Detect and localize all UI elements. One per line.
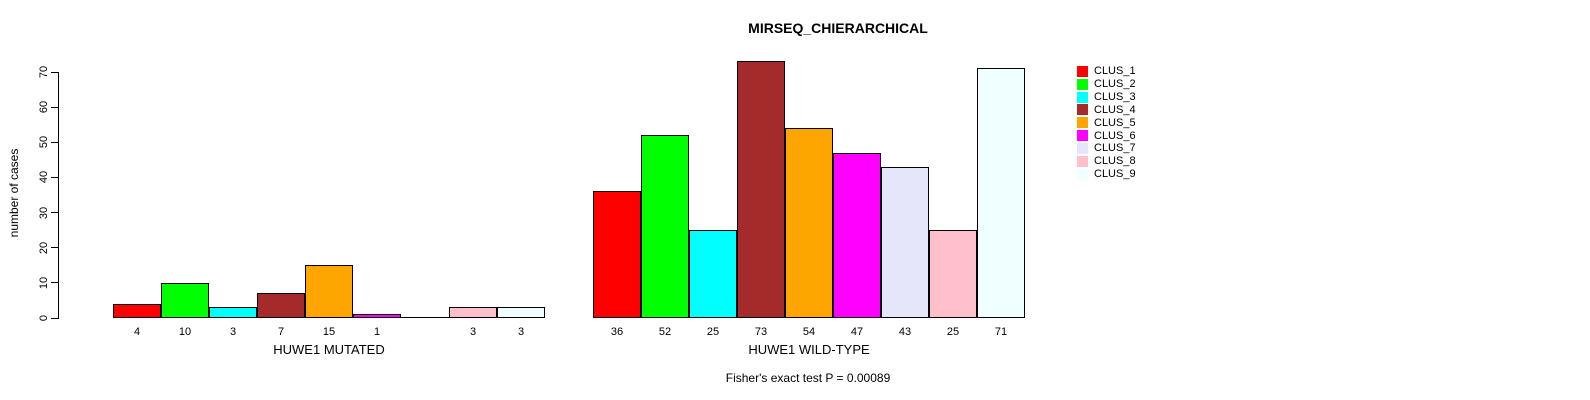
legend-swatch-icon: [1077, 155, 1088, 167]
bar-value-label-clus_9-mutated: 3: [517, 326, 525, 338]
y-axis-tick: [51, 212, 58, 213]
legend-item-label: CLUS_6: [1094, 129, 1136, 142]
bar-clus_2-wild-type: [641, 135, 689, 318]
bar-clus_9-wild-type: [977, 68, 1025, 318]
legend-swatch-icon: [1077, 142, 1088, 154]
bar-clus_5-mutated: [305, 265, 353, 318]
bar-value-label-clus_4-mutated: 7: [277, 326, 285, 338]
legend-item-clus_4: CLUS_4: [1077, 103, 1136, 116]
legend-item-label: CLUS_8: [1094, 155, 1136, 168]
legend-item-label: CLUS_1: [1094, 65, 1136, 78]
y-axis-tick-label: 20: [38, 241, 50, 255]
y-axis-tick-label: 40: [38, 170, 50, 184]
bar-value-label-clus_2-mutated: 10: [178, 326, 192, 338]
bar-clus_9-mutated: [497, 307, 545, 318]
y-axis-tick: [51, 318, 58, 319]
y-axis-line: [58, 72, 59, 319]
legend-item-clus_7: CLUS_7: [1077, 142, 1136, 155]
legend-item-clus_9: CLUS_9: [1077, 168, 1136, 181]
y-axis-tick: [51, 72, 58, 73]
bar-value-label-clus_9-wild-type: 71: [994, 326, 1008, 338]
y-axis-tick: [51, 142, 58, 143]
y-axis-label: number of cases: [7, 148, 21, 238]
bar-clus_8-wild-type: [929, 230, 977, 318]
legend-item-label: CLUS_5: [1094, 116, 1136, 129]
y-axis-tick-label: 60: [38, 100, 50, 114]
y-axis-tick-label: 70: [38, 65, 50, 79]
legend-item-label: CLUS_9: [1094, 168, 1136, 181]
bar-value-label-clus_1-wild-type: 36: [610, 326, 624, 338]
bar-clus_3-wild-type: [689, 230, 737, 318]
bar-value-label-clus_5-wild-type: 54: [802, 326, 816, 338]
bar-clus_3-mutated: [209, 307, 257, 318]
y-axis-tick: [51, 247, 58, 248]
legend-item-label: CLUS_4: [1094, 103, 1136, 116]
legend-item-clus_6: CLUS_6: [1077, 129, 1136, 142]
bar-clus_6-wild-type: [833, 153, 881, 318]
legend-swatch-icon: [1077, 130, 1088, 142]
bar-value-label-clus_5-mutated: 15: [322, 326, 336, 338]
bar-value-label-clus_3-mutated: 3: [229, 326, 237, 338]
bar-value-label-clus_8-wild-type: 25: [946, 326, 960, 338]
bar-clus_8-mutated: [449, 307, 497, 318]
x-axis-group-label-wild-type: HUWE1 WILD-TYPE: [748, 342, 870, 357]
bar-zero-clus_7-mutated: [401, 317, 449, 318]
bar-value-label-clus_7-wild-type: 43: [898, 326, 912, 338]
fisher-test-annotation: Fisher's exact test P = 0.00089: [725, 371, 891, 385]
legend-item-clus_5: CLUS_5: [1077, 116, 1136, 129]
legend: CLUS_1 CLUS_2 CLUS_3 CLUS_4 CLUS_5 CLUS_6 CLUS…: [1077, 65, 1136, 180]
y-axis-tick: [51, 107, 58, 108]
y-axis-tick-label: 50: [38, 135, 50, 149]
bar-value-label-clus_1-mutated: 4: [133, 326, 141, 338]
y-axis-tick-label: 0: [38, 314, 50, 322]
bar-clus_1-mutated: [113, 304, 161, 318]
bar-value-label-clus_8-mutated: 3: [469, 326, 477, 338]
legend-swatch-icon: [1077, 78, 1088, 90]
legend-item-clus_8: CLUS_8: [1077, 155, 1136, 168]
bar-clus_4-wild-type: [737, 61, 785, 318]
bar-value-label-clus_3-wild-type: 25: [706, 326, 720, 338]
bar-clus_7-wild-type: [881, 167, 929, 318]
legend-swatch-icon: [1077, 168, 1088, 180]
legend-swatch-icon: [1077, 91, 1088, 103]
bar-clus_4-mutated: [257, 293, 305, 318]
bar-clus_2-mutated: [161, 283, 209, 318]
bar-clus_5-wild-type: [785, 128, 833, 318]
y-axis-tick: [51, 177, 58, 178]
bar-clus_1-wild-type: [593, 191, 641, 318]
legend-item-clus_1: CLUS_1: [1077, 65, 1136, 78]
legend-item-label: CLUS_2: [1094, 78, 1136, 91]
legend-swatch-icon: [1077, 65, 1088, 77]
legend-swatch-icon: [1077, 117, 1088, 129]
chart-title: MIRSEQ_CHIERARCHICAL: [748, 20, 928, 36]
legend-item-label: CLUS_3: [1094, 91, 1136, 104]
bar-value-label-clus_4-wild-type: 73: [754, 326, 768, 338]
bar-value-label-clus_6-wild-type: 47: [850, 326, 864, 338]
bar-clus_6-mutated: [353, 314, 401, 318]
legend-item-clus_3: CLUS_3: [1077, 91, 1136, 104]
y-axis-tick-label: 30: [38, 206, 50, 220]
y-axis-tick-label: 10: [38, 276, 50, 290]
x-axis-group-label-mutated: HUWE1 MUTATED: [273, 342, 385, 357]
legend-item-label: CLUS_7: [1094, 142, 1136, 155]
legend-swatch-icon: [1077, 104, 1088, 116]
legend-item-clus_2: CLUS_2: [1077, 78, 1136, 91]
bar-value-label-clus_2-wild-type: 52: [658, 326, 672, 338]
bar-value-label-clus_6-mutated: 1: [373, 326, 381, 338]
y-axis-tick: [51, 282, 58, 283]
